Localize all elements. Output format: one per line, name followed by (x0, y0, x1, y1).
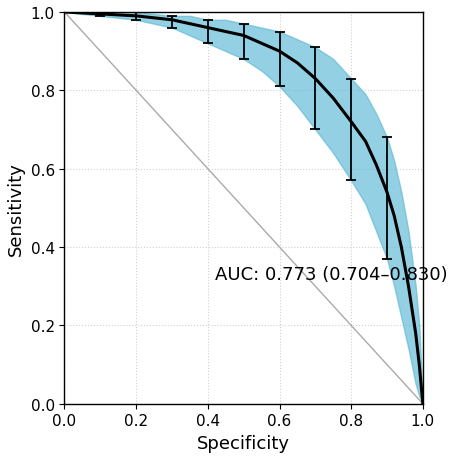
Y-axis label: Sensitivity: Sensitivity (7, 162, 25, 255)
Text: AUC: 0.773 (0.704–0.830): AUC: 0.773 (0.704–0.830) (215, 266, 447, 284)
X-axis label: Specificity: Specificity (197, 434, 290, 452)
